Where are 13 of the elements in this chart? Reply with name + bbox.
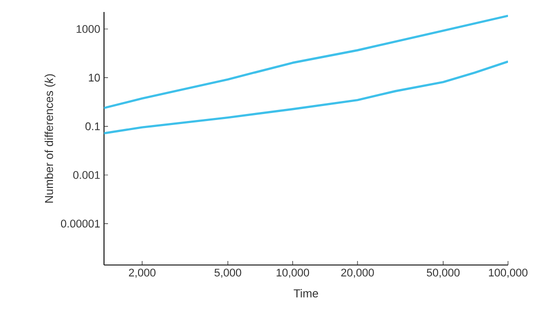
- x-tick-label: 10,000: [276, 268, 310, 278]
- y-tick-label: 10: [88, 74, 100, 82]
- x-tick-label: 100,000: [488, 268, 528, 278]
- y-tick-label: 0.1: [85, 122, 100, 130]
- x-axis-title: Time: [294, 288, 318, 298]
- x-tick-label: 50,000: [426, 268, 460, 278]
- x-tick-label: 2,000: [128, 268, 156, 278]
- x-tick-label: 20,000: [341, 268, 374, 278]
- y-tick-label: 0.001: [73, 171, 100, 179]
- y-tick-label: 1000: [76, 25, 100, 33]
- x-tick-label: 5,000: [214, 268, 242, 278]
- y-tick-label: 0.00001: [60, 220, 100, 228]
- y-axis-title: Number of differences (k): [44, 74, 56, 203]
